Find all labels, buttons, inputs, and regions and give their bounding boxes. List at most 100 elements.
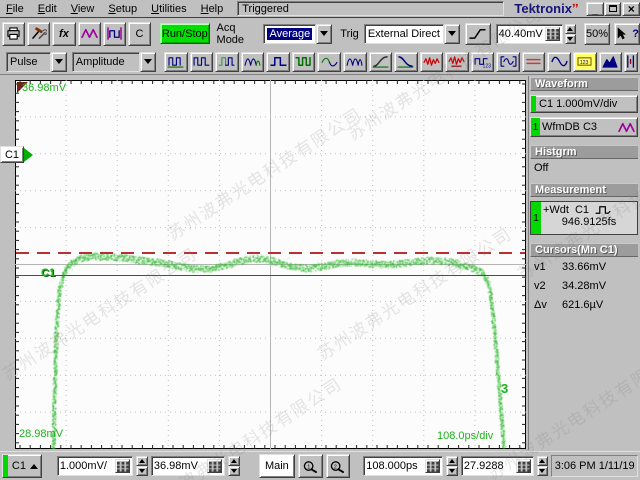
menu-bar: File Edit View Setup Utilities Help Trig… (0, 0, 640, 18)
horizontal-scale-spinner[interactable] (446, 456, 458, 476)
cursor-delta-value: 621.6µV (562, 299, 604, 311)
horizontal-position-field[interactable]: 27.9288 (460, 456, 534, 476)
timebase-main-button[interactable]: Main (258, 454, 295, 478)
close-button[interactable]: × (622, 1, 640, 16)
measure-ruler-button[interactable]: 123 (573, 51, 597, 72)
spin-up-icon[interactable] (228, 456, 241, 466)
cursor-v2-dashed-line[interactable] (16, 252, 525, 254)
measure-type-dropdown-icon[interactable] (140, 51, 157, 72)
set-level-50-button[interactable]: 50% (583, 22, 611, 45)
waveform-database-button[interactable] (77, 21, 101, 46)
spin-up-icon[interactable] (564, 23, 576, 34)
meas-jitter-button[interactable] (445, 51, 469, 72)
keypad-icon[interactable] (207, 459, 223, 473)
measure-category-dropdown-icon[interactable] (50, 51, 67, 72)
keypad-icon[interactable] (544, 26, 560, 41)
channel-select-button[interactable]: C1 (2, 454, 42, 478)
channel-scale-label: C1 1.000mV/div (539, 98, 618, 110)
horizontal-scale-field[interactable]: 108.000ps (363, 456, 444, 476)
vertical-offset-spinner[interactable] (228, 456, 241, 476)
svg-text:123: 123 (483, 64, 492, 68)
trigger-slope-button[interactable] (464, 22, 491, 45)
acq-mode-dropdown-icon[interactable] (316, 23, 333, 44)
spin-down-icon[interactable] (446, 466, 458, 476)
trig-dropdown-icon[interactable] (443, 23, 460, 44)
channel-scale-button[interactable]: C1 1.000mV/div (530, 95, 638, 113)
meas-rise-time-button[interactable] (368, 51, 393, 72)
zoom-waveform-button[interactable] (102, 21, 126, 46)
trigger-level-field[interactable]: 40.40mV (495, 23, 563, 44)
meas-frequency-button[interactable] (240, 51, 265, 72)
meas-neg-duty-button[interactable] (291, 51, 316, 72)
vertical-scale-field[interactable]: 1.000mV/ (56, 456, 134, 476)
menu-utilities[interactable]: Utilities (151, 2, 187, 15)
channel-badge[interactable]: C1 (0, 146, 24, 163)
menu-setup[interactable]: Setup (108, 2, 138, 15)
measure-category-select[interactable]: Pulse (6, 51, 67, 72)
wfmdb-button[interactable]: 1 WfmDB C3 (530, 117, 638, 137)
acq-mode-value: Average (267, 27, 313, 40)
measurement-readout[interactable]: 1 +Wdt C1 946.9125fs (530, 201, 638, 235)
run-stop-button[interactable]: Run/Stop (160, 23, 210, 44)
spin-down-icon[interactable] (228, 466, 241, 476)
meas-pos-width-button[interactable] (164, 51, 188, 72)
zoom1-button[interactable]: 1 (297, 454, 323, 478)
horizontal-position-spinner[interactable] (536, 456, 549, 476)
trigger-level-spinner[interactable] (564, 23, 576, 44)
measure-type-select[interactable]: Amplitude (71, 51, 157, 72)
menu-edit[interactable]: Edit (37, 2, 57, 15)
keypad-icon[interactable] (425, 459, 441, 473)
math-fx-button[interactable]: fx (52, 21, 76, 46)
vertical-scale-value: 1.000mV/ (59, 460, 107, 472)
clear-data-button[interactable]: C (127, 21, 152, 46)
print-button[interactable] (2, 21, 26, 46)
meas-neg-width-button[interactable] (189, 51, 214, 72)
spin-down-icon[interactable] (536, 466, 549, 476)
meas-num-stripe: 1 (531, 202, 541, 234)
menu-help[interactable]: Help (200, 2, 224, 15)
hcursor-tool-button[interactable] (521, 51, 546, 72)
meas-noise-button[interactable] (419, 51, 444, 72)
vertical-scale-spinner[interactable] (136, 456, 148, 476)
cursor-v2-value: 34.28mV (562, 280, 607, 292)
waveform-cursor-button[interactable] (547, 51, 572, 72)
waveform-trace-c1[interactable] (15, 80, 526, 449)
meas-pulse-count-button[interactable]: 123 (470, 51, 495, 72)
acq-mode-label: Acq Mode (216, 21, 245, 46)
main-toolbar: fx C Run/Stop Acq Mode Average Trig Exte… (0, 19, 640, 48)
keypad-icon[interactable] (115, 459, 131, 473)
meas-pos-duty-button[interactable] (266, 51, 290, 72)
keypad-icon[interactable] (515, 459, 531, 473)
spin-up-icon[interactable] (136, 456, 148, 466)
zoom2-button[interactable]: 2 (325, 454, 351, 478)
acq-mode-select[interactable]: Average (263, 23, 333, 44)
spin-up-icon[interactable] (446, 456, 458, 466)
cursor-v1-solid-line[interactable] (16, 275, 525, 276)
spin-down-icon[interactable] (136, 466, 148, 476)
menu-view[interactable]: View (70, 2, 95, 15)
trigger-source-select[interactable]: External Direct (363, 23, 460, 44)
vertical-offset-field[interactable]: 36.98mV (150, 456, 226, 476)
histogram-section-header: Histgrm (530, 145, 638, 159)
context-help-button[interactable]: ? (614, 22, 640, 45)
meas-cross-button[interactable] (317, 51, 341, 72)
wfmdb-label: WfmDB C3 (542, 121, 597, 133)
meas-burst-button[interactable] (342, 51, 367, 72)
meas-period-button[interactable] (215, 51, 239, 72)
spin-down-icon[interactable] (564, 33, 576, 44)
tektronix-logo: Tektronixˮ (514, 0, 579, 16)
channel-ref-marker[interactable]: C1 (0, 146, 33, 163)
meas-fall-time-button[interactable] (394, 51, 418, 72)
meas-gated-wfm-button[interactable] (496, 51, 520, 72)
histogram-tool-button[interactable] (598, 51, 623, 72)
vcursor-tool-button[interactable] (624, 51, 639, 72)
channel-up-icon (29, 463, 38, 469)
maximize-button[interactable] (603, 1, 622, 16)
minimize-button[interactable]: _ (586, 1, 604, 16)
svg-text:123: 123 (580, 60, 589, 66)
ch1-bottom-stripe (3, 455, 8, 477)
spin-up-icon[interactable] (536, 456, 549, 466)
tools-button[interactable] (27, 21, 51, 46)
menu-file[interactable]: File (6, 2, 24, 15)
